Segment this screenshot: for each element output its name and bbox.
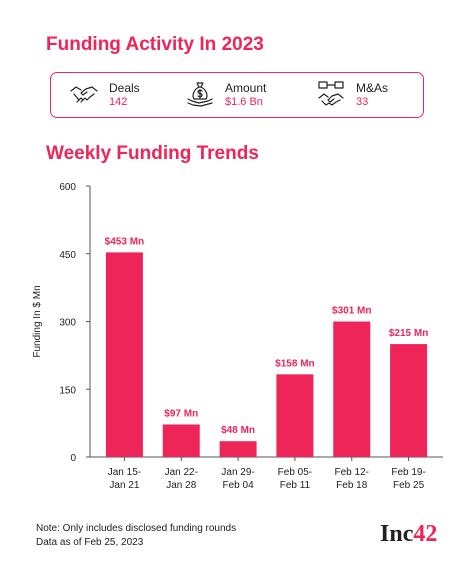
x-tick-label: Feb 25: [393, 480, 425, 491]
x-tick-label: Jan 15-: [108, 467, 141, 478]
stat-manda-value: 33: [356, 96, 369, 108]
x-tick-label: Jan 22-: [165, 467, 198, 478]
logo-accent: 42: [413, 521, 438, 547]
y-tick-label: 150: [59, 385, 76, 396]
logo-text: Inc: [380, 521, 414, 547]
x-tick-label: Feb 12-: [335, 467, 369, 478]
stat-deals-label: Deals: [109, 81, 140, 95]
brand-logo: Inc42: [380, 521, 437, 548]
x-tick-label: Feb 04: [223, 480, 255, 491]
handshake-icon: [70, 86, 98, 103]
stat-amount-label: Amount: [225, 81, 267, 95]
bar: [390, 344, 428, 457]
x-tick-label: Jan 21: [109, 480, 139, 491]
stat-deals-value: 142: [109, 96, 128, 108]
x-tick-label: Jan 28: [166, 480, 196, 491]
bar: [105, 252, 143, 457]
x-tick-label: Feb 05-: [278, 467, 312, 478]
x-tick-label: Jan 29-: [221, 467, 254, 478]
bar: [219, 441, 257, 457]
bar-chart: 0 150 300 450 600 Funding In $ Mn $453 Mn Jan 1…: [32, 182, 443, 491]
page-title: Funding Activity In 2023: [46, 34, 264, 55]
bar: [333, 321, 371, 457]
y-tick-label: 300: [59, 318, 76, 329]
y-axis-label: Funding In $ Mn: [32, 285, 43, 357]
data-label: $48 Mn: [221, 425, 255, 436]
chart-title: Weekly Funding Trends: [46, 143, 259, 164]
bar: [162, 424, 200, 457]
data-label: $97 Mn: [164, 408, 198, 419]
data-label: $215 Mn: [389, 328, 428, 339]
bar: [276, 374, 314, 457]
footnote-line-2: Data as of Feb 25, 2023: [36, 537, 144, 548]
merger-icon: [318, 81, 344, 106]
stats-card: Deals 142 Amount $1.6 Bn: [50, 72, 424, 118]
y-tick-label: 600: [59, 182, 76, 193]
data-label: $158 Mn: [275, 358, 314, 369]
y-tick-label: 450: [59, 250, 76, 261]
x-tick-label: Feb 19-: [391, 467, 425, 478]
money-bag-icon: [187, 82, 213, 107]
x-tick-label: Feb 18: [336, 480, 368, 491]
data-label: $453 Mn: [105, 236, 144, 247]
stat-manda-label: M&As: [356, 81, 389, 95]
y-tick-label: 0: [70, 453, 76, 464]
data-label: $301 Mn: [332, 306, 371, 317]
x-tick-label: Feb 11: [280, 480, 311, 491]
stat-amount-value: $1.6 Bn: [225, 96, 263, 108]
footnote-line-1: Note: Only includes disclosed funding ro…: [36, 523, 237, 534]
